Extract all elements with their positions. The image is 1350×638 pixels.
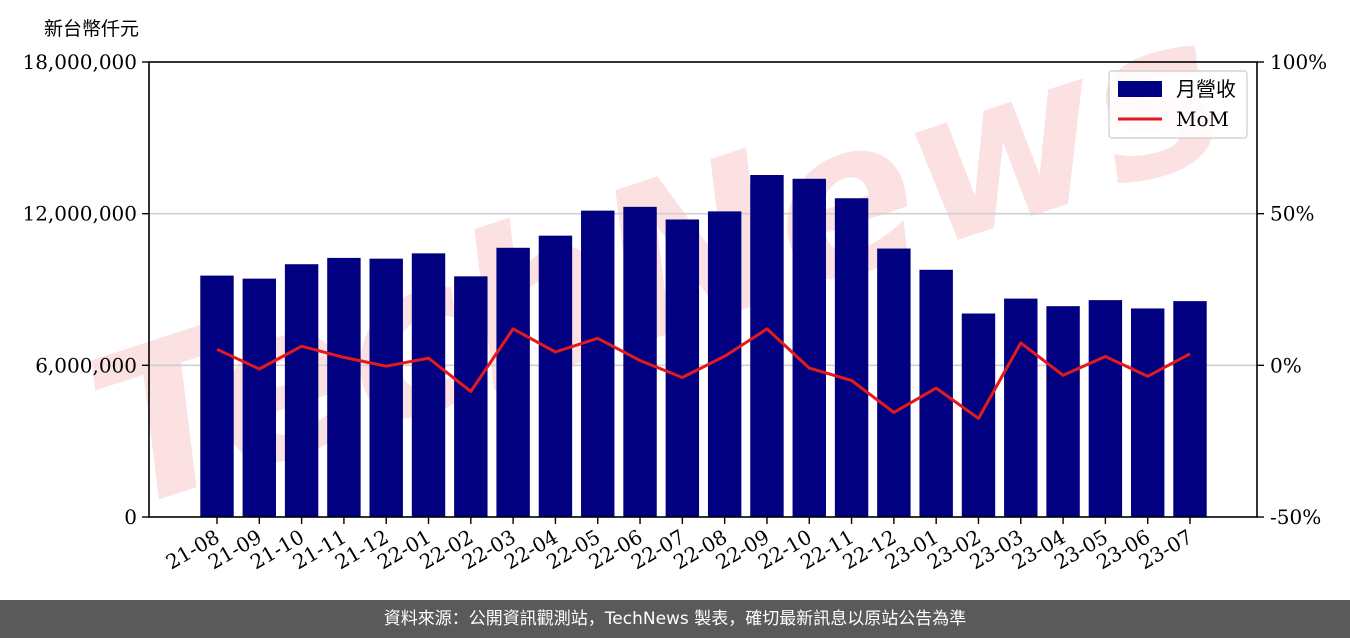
bar-22-07 xyxy=(665,219,700,517)
bar-23-02 xyxy=(961,313,996,517)
bar-21-12 xyxy=(369,258,403,517)
y-right-tick-label: 100% xyxy=(1270,50,1327,74)
y-left-tick-label: 12,000,000 xyxy=(22,202,137,226)
bar-22-11 xyxy=(834,198,869,517)
bar-23-04 xyxy=(1046,306,1080,517)
bar-22-02 xyxy=(454,276,488,517)
y-right-tick-label: -50% xyxy=(1270,505,1321,529)
bar-22-05 xyxy=(581,210,615,517)
bar-22-09 xyxy=(750,174,784,517)
y-left-tick-label: 0 xyxy=(124,505,137,529)
plot-frame xyxy=(148,61,1258,518)
legend-label-revenue: 月營收 xyxy=(1176,77,1236,101)
bar-23-03 xyxy=(1004,298,1038,517)
bar-21-10 xyxy=(284,264,319,517)
bar-21-11 xyxy=(327,257,361,517)
y-left-tick-label: 18,000,000 xyxy=(22,50,137,74)
y-axis-unit-label: 新台幣仟元 xyxy=(44,18,140,40)
bar-23-06 xyxy=(1130,308,1165,517)
bar-22-04 xyxy=(538,235,573,518)
source-footer-text: 資料來源：公開資訊觀測站，TechNews 製表，確切最新訊息以原站公告為準 xyxy=(383,609,967,629)
legend-swatch-bar xyxy=(1118,81,1162,97)
bar-23-07 xyxy=(1173,301,1207,517)
bar-22-03 xyxy=(496,247,530,517)
chart-area: TechNews 0 6,000,000 12,000,000 18,000,000-… xyxy=(22,0,1327,574)
bar-22-01 xyxy=(411,253,446,517)
mom-line xyxy=(216,327,1191,420)
bar-22-10 xyxy=(792,178,826,518)
y-right-tick-label: 0% xyxy=(1270,353,1302,377)
bar-22-08 xyxy=(707,211,742,517)
bar-21-09 xyxy=(242,278,277,517)
bar-23-05 xyxy=(1088,300,1123,517)
bar-21-08 xyxy=(200,275,234,517)
y-left-tick-label: 6,000,000 xyxy=(35,353,137,377)
bar-22-12 xyxy=(877,248,911,518)
combo-chart: 0 6,000,000 12,000,000 18,000,000 -50% 0% 50% 1… xyxy=(22,50,1327,574)
legend-label-mom: MoM xyxy=(1176,107,1229,131)
y-right-tick-label: 50% xyxy=(1270,202,1314,226)
source-footer: 資料來源：公開資訊觀測站，TechNews 製表，確切最新訊息以原站公告為準 xyxy=(0,600,1350,638)
